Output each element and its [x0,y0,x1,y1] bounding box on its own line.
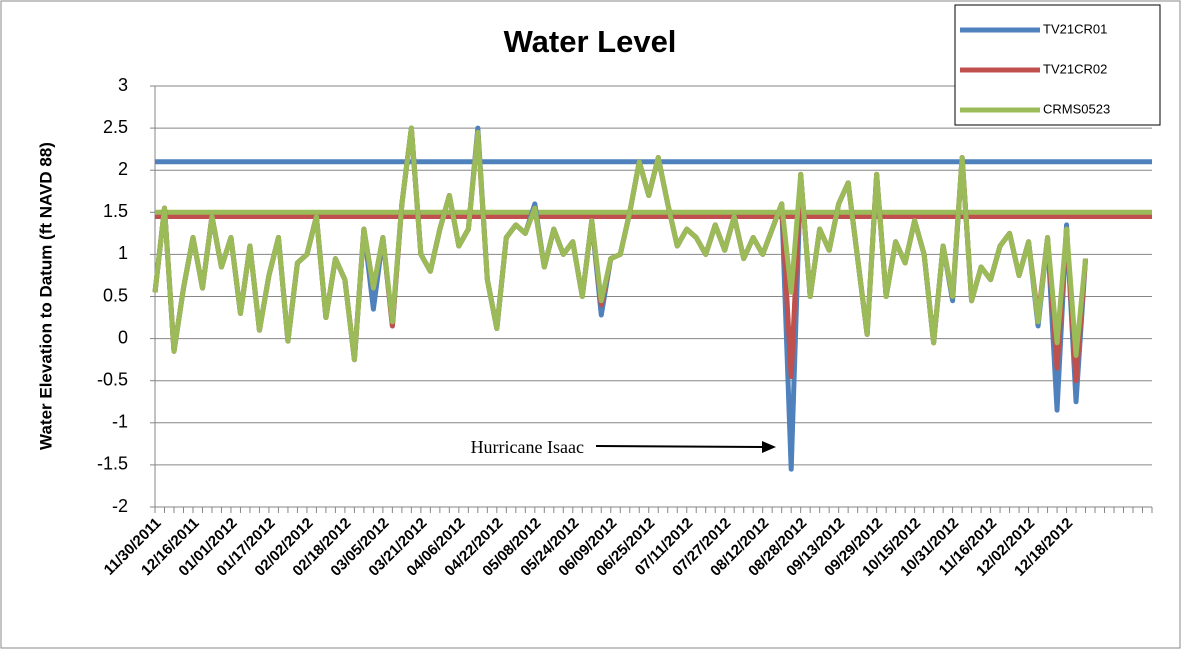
annotation-arrowhead [762,441,776,453]
y-tick-label: 1.5 [103,201,128,221]
y-tick-label: 1 [118,243,128,263]
legend-box [954,4,1161,126]
y-tick-label: -1.5 [97,454,128,474]
y-tick-label: -2 [112,496,128,516]
y-tick-label: 3 [118,75,128,95]
y-tick-label: 0.5 [103,285,128,305]
legend-label: CRMS0523 [1043,101,1110,116]
chart-title: Water Level [504,24,677,59]
annotation-arrow [595,445,765,448]
legend-label: TV21CR02 [1043,61,1107,76]
y-tick-label: -1 [112,412,128,432]
y-tick-label: 2.5 [103,117,128,137]
y-tick-label: 2 [118,159,128,179]
y-tick-label: -0.5 [97,369,128,389]
y-axis-label: Water Elevation to Datum (ft NAVD 88) [36,142,55,450]
series-line [152,125,1089,363]
legend-label: TV21CR01 [1043,21,1107,36]
y-tick-label: 0 [118,327,128,347]
annotation: Hurricane Isaac [471,437,584,457]
